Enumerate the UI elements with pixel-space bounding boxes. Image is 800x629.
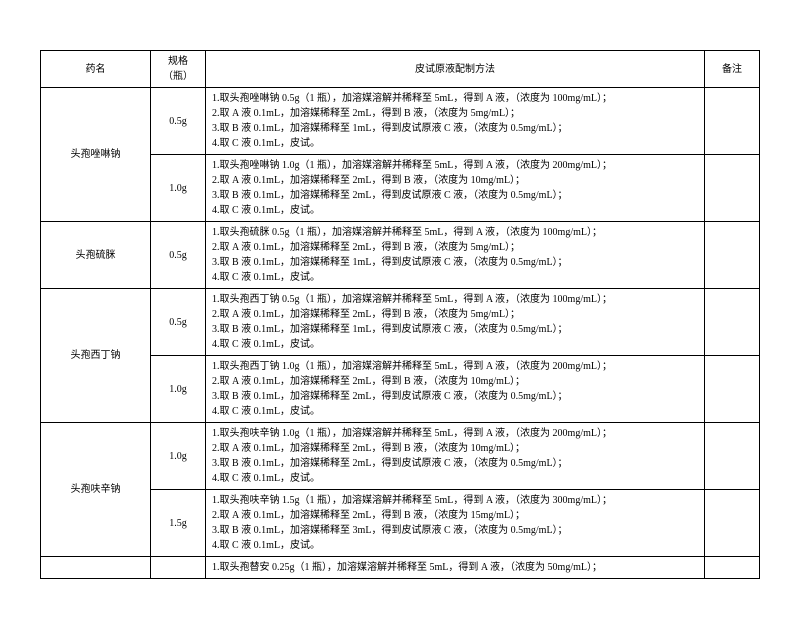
header-note: 备注 <box>705 51 760 88</box>
header-spec: 规格（瓶） <box>151 51 206 88</box>
method-cell: 1.取头孢呋辛钠 1.0g（1 瓶），加溶媒溶解并稀释至 5mL，得到 A 液，… <box>206 423 705 490</box>
spec-cell: 1.0g <box>151 356 206 423</box>
spec-cell <box>151 557 206 579</box>
spec-cell: 0.5g <box>151 222 206 289</box>
note-cell <box>705 490 760 557</box>
method-cell: 1.取头孢替安 0.25g（1 瓶），加溶媒溶解并稀释至 5mL，得到 A 液，… <box>206 557 705 579</box>
header-name: 药名 <box>41 51 151 88</box>
method-cell: 1.取头孢西丁钠 0.5g（1 瓶），加溶媒溶解并稀释至 5mL，得到 A 液，… <box>206 289 705 356</box>
method-cell: 1.取头孢硫脒 0.5g（1 瓶），加溶媒溶解并稀释至 5mL，得到 A 液，（… <box>206 222 705 289</box>
note-cell <box>705 222 760 289</box>
drug-name-cell: 头孢西丁钠 <box>41 289 151 423</box>
note-cell <box>705 423 760 490</box>
drug-name-cell: 头孢呋辛钠 <box>41 423 151 557</box>
table-row: 头孢硫脒0.5g1.取头孢硫脒 0.5g（1 瓶），加溶媒溶解并稀释至 5mL，… <box>41 222 760 289</box>
header-method: 皮试原液配制方法 <box>206 51 705 88</box>
header-row: 药名 规格（瓶） 皮试原液配制方法 备注 <box>41 51 760 88</box>
table-row: 头孢唑啉钠0.5g1.取头孢唑啉钠 0.5g（1 瓶），加溶媒溶解并稀释至 5m… <box>41 88 760 155</box>
method-cell: 1.取头孢唑啉钠 0.5g（1 瓶），加溶媒溶解并稀释至 5mL，得到 A 液，… <box>206 88 705 155</box>
spec-cell: 0.5g <box>151 88 206 155</box>
table-row: 头孢西丁钠0.5g1.取头孢西丁钠 0.5g（1 瓶），加溶媒溶解并稀释至 5m… <box>41 289 760 356</box>
method-cell: 1.取头孢西丁钠 1.0g（1 瓶），加溶媒溶解并稀释至 5mL，得到 A 液，… <box>206 356 705 423</box>
drug-name-cell <box>41 557 151 579</box>
drug-name-cell: 头孢唑啉钠 <box>41 88 151 222</box>
note-cell <box>705 557 760 579</box>
table-body: 头孢唑啉钠0.5g1.取头孢唑啉钠 0.5g（1 瓶），加溶媒溶解并稀释至 5m… <box>41 88 760 579</box>
note-cell <box>705 88 760 155</box>
spec-cell: 1.0g <box>151 423 206 490</box>
spec-cell: 1.5g <box>151 490 206 557</box>
skin-test-table: 药名 规格（瓶） 皮试原液配制方法 备注 头孢唑啉钠0.5g1.取头孢唑啉钠 0… <box>40 50 760 579</box>
method-cell: 1.取头孢呋辛钠 1.5g（1 瓶），加溶媒溶解并稀释至 5mL，得到 A 液，… <box>206 490 705 557</box>
note-cell <box>705 155 760 222</box>
table-row: 1.取头孢替安 0.25g（1 瓶），加溶媒溶解并稀释至 5mL，得到 A 液，… <box>41 557 760 579</box>
spec-cell: 1.0g <box>151 155 206 222</box>
note-cell <box>705 356 760 423</box>
note-cell <box>705 289 760 356</box>
table-row: 头孢呋辛钠1.0g1.取头孢呋辛钠 1.0g（1 瓶），加溶媒溶解并稀释至 5m… <box>41 423 760 490</box>
method-cell: 1.取头孢唑啉钠 1.0g（1 瓶），加溶媒溶解并稀释至 5mL，得到 A 液，… <box>206 155 705 222</box>
drug-name-cell: 头孢硫脒 <box>41 222 151 289</box>
spec-cell: 0.5g <box>151 289 206 356</box>
